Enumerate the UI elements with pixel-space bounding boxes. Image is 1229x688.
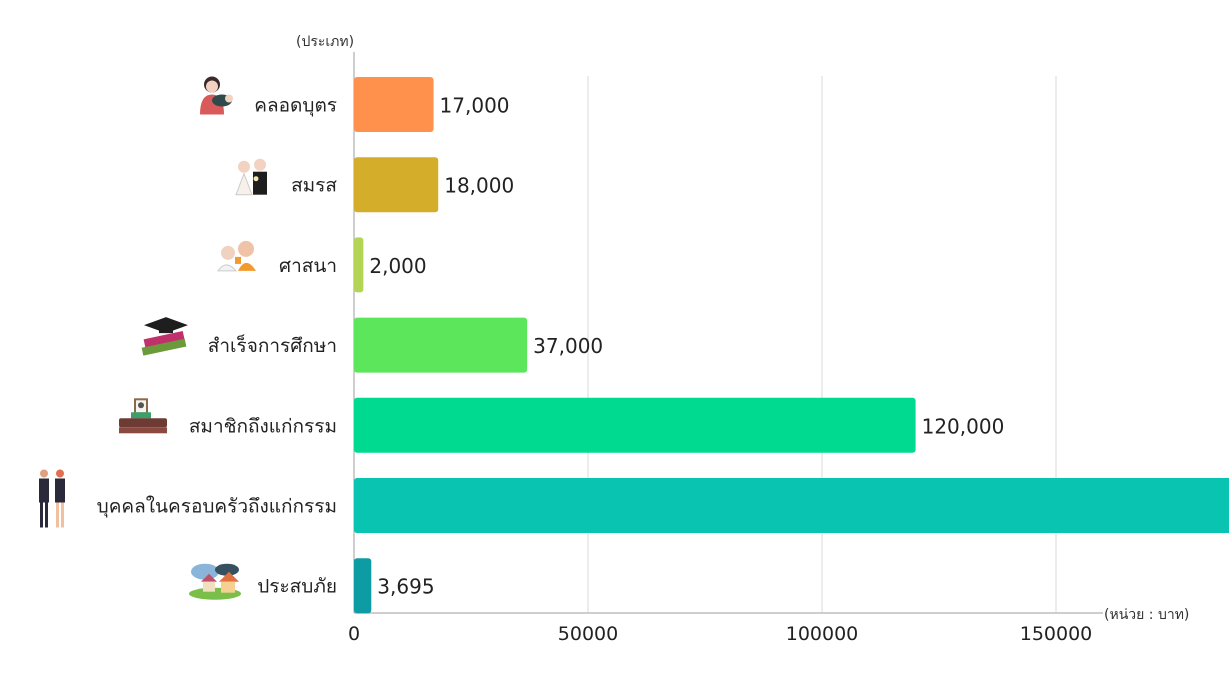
monk-offering-icon xyxy=(217,240,256,272)
bar xyxy=(354,558,372,614)
wedding-couple-icon xyxy=(235,158,267,196)
disaster-house-icon xyxy=(189,563,241,600)
x-tick-label: 0 xyxy=(348,623,360,645)
data-label: 17,000 xyxy=(440,94,510,118)
x-tick-label: 150000 xyxy=(1020,623,1093,645)
bar xyxy=(354,237,364,293)
data-label: 120,000 xyxy=(922,414,1005,438)
graduation-books-icon xyxy=(141,317,188,356)
data-label: 2,000 xyxy=(369,254,426,278)
bar xyxy=(354,77,434,132)
mother-baby-icon xyxy=(200,76,233,115)
category-label: บุคคลในครอบครัวถึงแก่กรรม xyxy=(97,496,337,519)
funeral-coffin-icon xyxy=(119,398,167,434)
x-axis-title: (หน่วย : บาท) xyxy=(1104,607,1190,623)
x-tick-label: 50000 xyxy=(558,623,618,645)
data-label: 37,000 xyxy=(533,334,603,358)
family-mourners-icon xyxy=(39,469,65,528)
bar xyxy=(354,478,1229,533)
category-label: ประสบภัย xyxy=(257,576,337,598)
category-label: สมรส xyxy=(291,175,337,197)
x-tick-label: 100000 xyxy=(786,623,859,645)
data-label: 3,695 xyxy=(377,575,434,599)
bar xyxy=(354,157,439,213)
category-label: คลอดบุตร xyxy=(254,95,337,118)
category-label: สำเร็จการศึกษา xyxy=(208,333,337,357)
bar xyxy=(354,397,916,453)
bar xyxy=(354,317,528,373)
category-label: ศาสนา xyxy=(279,255,337,277)
y-axis-title: (ประเภท) xyxy=(296,34,355,50)
data-label: 18,000 xyxy=(444,174,514,198)
category-label: สมาชิกถึงแก่กรรม xyxy=(189,415,337,437)
